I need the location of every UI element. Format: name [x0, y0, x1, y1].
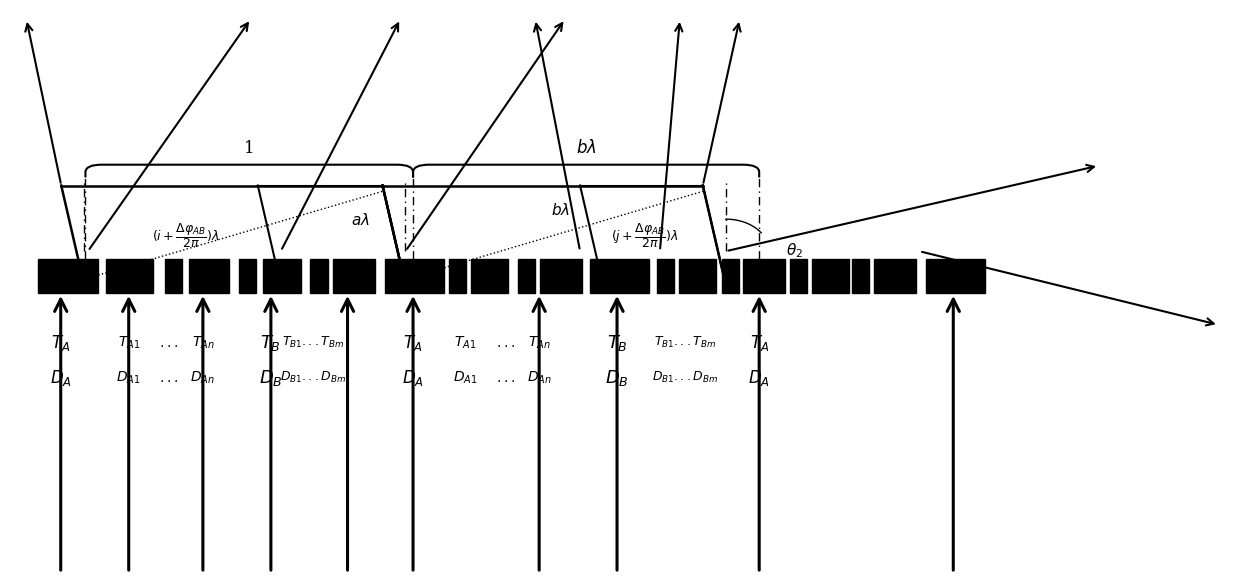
Text: $D_{A1}$: $D_{A1}$ — [452, 369, 477, 386]
Bar — [384, 259, 444, 293]
Text: $D_A$: $D_A$ — [748, 367, 771, 387]
Bar — [190, 259, 229, 293]
Bar — [679, 259, 716, 293]
Text: $...$: $...$ — [496, 370, 515, 384]
Text: $b\lambda$: $b\lambda$ — [550, 202, 570, 219]
Text: $D_{B1}...D_{Bm}$: $D_{B1}...D_{Bm}$ — [652, 370, 719, 385]
Text: $D_B$: $D_B$ — [259, 367, 282, 387]
Bar — [590, 259, 649, 293]
Text: $...$: $...$ — [159, 370, 178, 384]
Bar — [852, 259, 870, 293]
Text: $a\lambda$: $a\lambda$ — [351, 212, 370, 229]
Text: $T_{A1}$: $T_{A1}$ — [118, 335, 140, 351]
Text: $T_A$: $T_A$ — [51, 333, 71, 353]
Bar — [813, 259, 850, 293]
Bar — [926, 259, 985, 293]
Bar — [333, 259, 374, 293]
Text: $(j+\dfrac{\Delta\varphi_{AB}}{2\pi})\lambda$: $(j+\dfrac{\Delta\varphi_{AB}}{2\pi})\la… — [611, 221, 679, 250]
Text: $T_A$: $T_A$ — [404, 333, 422, 353]
Bar — [264, 259, 301, 293]
Text: $T_{A1}$: $T_{A1}$ — [453, 335, 476, 351]
Text: $T_B$: $T_B$ — [607, 333, 627, 353]
Text: $\theta_2$: $\theta_2$ — [786, 241, 803, 260]
Text: $D_{An}$: $D_{An}$ — [191, 369, 216, 386]
Text: $T_{An}$: $T_{An}$ — [528, 335, 550, 351]
Bar — [311, 259, 328, 293]
Text: $T_A$: $T_A$ — [750, 333, 769, 353]
Text: $...$: $...$ — [159, 336, 178, 350]
Bar — [743, 259, 786, 293]
Text: $D_{An}$: $D_{An}$ — [527, 369, 551, 386]
Text: $D_B$: $D_B$ — [605, 367, 629, 387]
Bar — [518, 259, 535, 293]
Bar — [471, 259, 508, 293]
Bar — [239, 259, 256, 293]
Text: $T_B$: $T_B$ — [260, 333, 281, 353]
Bar — [657, 259, 674, 293]
Bar — [38, 259, 98, 293]
Bar — [875, 259, 916, 293]
Bar — [449, 259, 466, 293]
Text: $T_{B1}...T_{Bm}$: $T_{B1}...T_{Bm}$ — [281, 335, 344, 350]
Bar — [165, 259, 182, 293]
Text: $D_A$: $D_A$ — [50, 367, 72, 387]
Text: $D_{A1}$: $D_{A1}$ — [116, 369, 141, 386]
Bar — [107, 259, 154, 293]
Text: $b\lambda$: $b\lambda$ — [576, 139, 596, 158]
Text: $(i+\dfrac{\Delta\varphi_{AB}}{2\pi})\lambda$: $(i+\dfrac{\Delta\varphi_{AB}}{2\pi})\la… — [152, 221, 219, 250]
Text: 1: 1 — [244, 140, 254, 157]
Text: $T_{An}$: $T_{An}$ — [192, 335, 214, 351]
Text: $T_{B1}...T_{Bm}$: $T_{B1}...T_{Bm}$ — [654, 335, 716, 350]
Text: $D_{B1}...D_{Bm}$: $D_{B1}...D_{Bm}$ — [280, 370, 346, 385]
Bar — [790, 259, 808, 293]
Text: $D_A$: $D_A$ — [403, 367, 424, 387]
Text: $...$: $...$ — [496, 336, 515, 350]
Bar — [540, 259, 582, 293]
Bar — [722, 259, 740, 293]
